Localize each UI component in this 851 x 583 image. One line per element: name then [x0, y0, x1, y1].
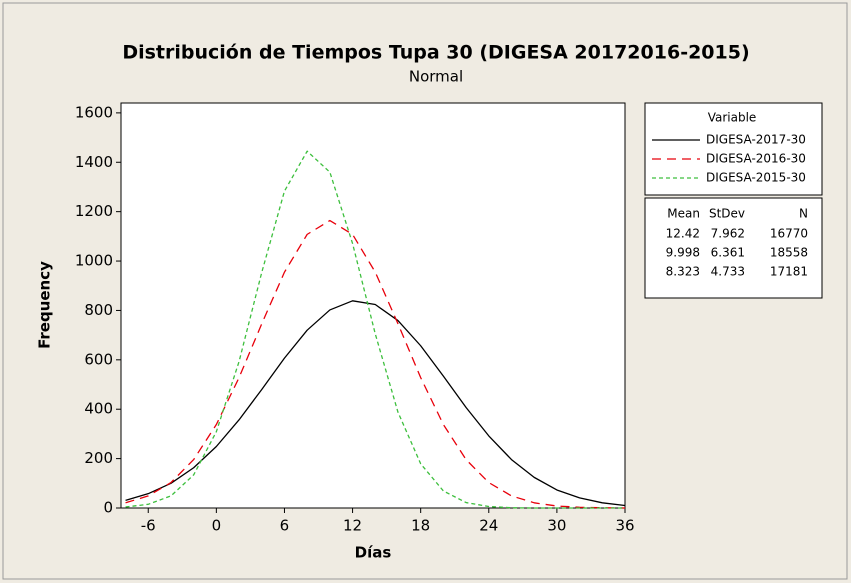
stats-cell: 18558 — [770, 246, 808, 260]
stats-cell: 16770 — [770, 227, 808, 241]
chart-title: Distribución de Tiempos Tupa 30 (DIGESA … — [122, 42, 749, 64]
stats-cell: 9.998 — [666, 246, 700, 260]
x-tick-label: 24 — [479, 517, 498, 535]
legend-label: DIGESA-2017-30 — [706, 133, 806, 147]
legend-title: Variable — [708, 111, 757, 125]
plot-area — [120, 102, 626, 509]
stats-cell: 8.323 — [666, 265, 700, 279]
stats-header: Mean — [667, 207, 700, 221]
x-tick-label: 36 — [615, 517, 634, 535]
series-line — [125, 219, 626, 509]
legend-label: DIGESA-2016-30 — [706, 152, 806, 166]
x-tick-label: 0 — [212, 517, 222, 535]
stats-cell: 12.42 — [666, 227, 700, 241]
stats-cell: 17181 — [770, 265, 808, 279]
stats-header: N — [799, 207, 808, 221]
stats-header: StDev — [709, 207, 745, 221]
y-tick-label: 800 — [84, 301, 113, 319]
x-tick-label: -6 — [141, 517, 156, 535]
stats-cell: 6.361 — [711, 246, 745, 260]
legend-box — [644, 102, 823, 196]
legend-label: DIGESA-2015-30 — [706, 171, 806, 185]
series-line — [125, 150, 625, 509]
y-tick-label: 1000 — [75, 252, 113, 270]
stats-cell: 7.962 — [711, 227, 745, 241]
y-tick-label: 1400 — [75, 153, 113, 171]
y-axis-label: Frequency — [36, 261, 54, 349]
stats-cell: 4.733 — [711, 265, 745, 279]
y-tick-label: 1200 — [75, 202, 113, 220]
stats-box — [644, 197, 823, 299]
y-tick-label: 200 — [84, 449, 113, 467]
y-tick-label: 600 — [84, 350, 113, 368]
y-tick-label: 1600 — [75, 103, 113, 121]
x-tick-label: 6 — [280, 517, 290, 535]
y-tick-label: 400 — [84, 400, 113, 418]
x-tick-label: 12 — [343, 517, 362, 535]
y-tick-label: 0 — [103, 499, 113, 517]
x-axis-label: Días — [355, 544, 392, 562]
chart-subtitle: Normal — [409, 68, 463, 86]
x-tick-label: 30 — [547, 517, 566, 535]
series-line — [125, 300, 626, 507]
x-tick-label: 18 — [411, 517, 430, 535]
